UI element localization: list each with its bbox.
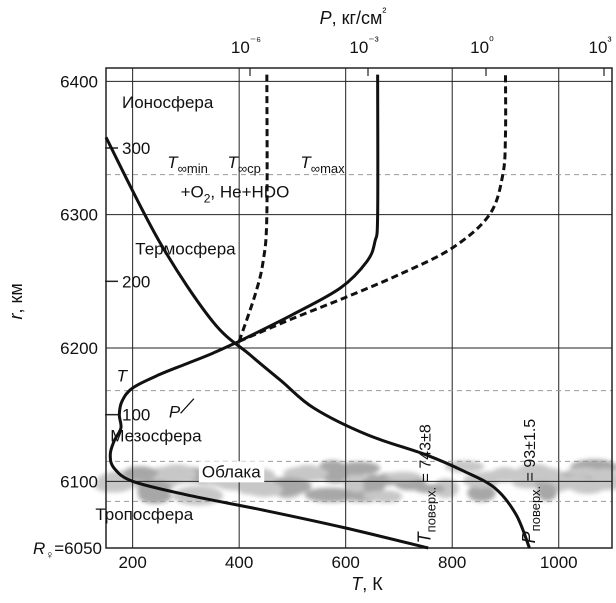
top-tick-label: 10⁻³ — [349, 34, 378, 57]
x-axis-title: T, К — [351, 574, 383, 594]
x-tick-label: 800 — [438, 553, 466, 572]
surface-label-1: Pповерх. = 93±1.5 — [519, 419, 543, 544]
x-tick-label: 1000 — [540, 553, 578, 572]
altitude-tick-label: 200 — [122, 272, 150, 291]
y-tick-label: 6300 — [60, 206, 98, 225]
series-label-2: T∞ср — [227, 153, 260, 176]
clouds-label-bg — [198, 461, 265, 483]
altitude-tick-label: 300 — [122, 139, 150, 158]
region-label-2: Термосфера — [135, 240, 236, 259]
region-label-1: +O2, He+HDO — [181, 182, 290, 205]
top-tick-label: 10⁰ — [470, 34, 494, 57]
region-label-4: Облака — [202, 462, 261, 481]
series-label-4: P — [169, 402, 181, 421]
top-axis-title: P, кг/см² — [320, 5, 387, 28]
series-line-2 — [238, 74, 380, 343]
series-label-1: T∞min — [167, 153, 208, 176]
top-tick-label: 10³ — [589, 34, 612, 57]
region-label-5: Тропосфера — [95, 505, 193, 524]
series-line-1 — [237, 74, 269, 342]
y-tick-label: 6200 — [60, 339, 98, 358]
altitude-tick-label: 100 — [122, 406, 150, 425]
axes-frame — [105, 67, 613, 549]
top-tick-label: 10⁻⁶ — [231, 34, 261, 57]
region-label-3: Мезосфера — [110, 426, 202, 445]
tick-labels: 200 400 600 800 1000 R♀=6050 6100 6200 6300 6400 1… — [33, 34, 611, 572]
series-label-3: T∞max — [300, 153, 345, 176]
x-tick-label: 600 — [331, 553, 359, 572]
annotations: T T∞min T∞ср T∞max P T, К r, км P, кг/см² Ионосф… — [6, 5, 543, 594]
series-line-0 — [108, 339, 429, 550]
y-axis-title: r, км — [6, 283, 26, 319]
y-tick-label: R♀=6050 — [33, 539, 102, 562]
grid-lines — [106, 68, 612, 548]
curves — [104, 74, 531, 550]
series-label-0: T — [117, 366, 129, 385]
y-tick-label: 6400 — [60, 72, 98, 91]
p-leader-line — [180, 398, 195, 414]
region-label-0: Ионосфера — [122, 93, 214, 112]
series-line-4 — [104, 136, 531, 549]
surface-label-0: Tповерх. = 743±8 — [415, 424, 439, 543]
y-tick-label: 6100 — [60, 472, 98, 491]
x-tick-label: 400 — [225, 553, 253, 572]
series-line-3 — [238, 74, 508, 343]
x-tick-label: 200 — [118, 553, 146, 572]
